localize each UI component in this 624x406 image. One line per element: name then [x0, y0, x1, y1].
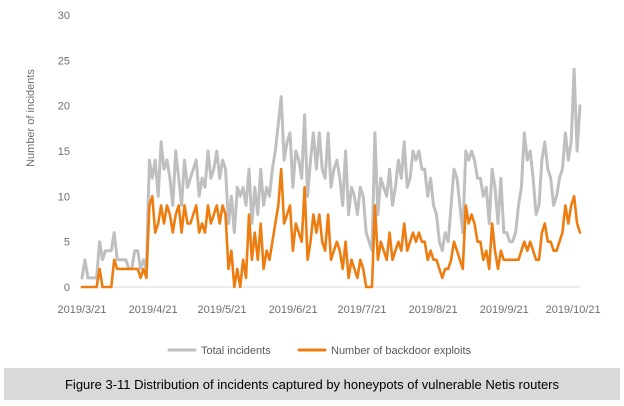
legend-label: Total incidents [201, 345, 271, 357]
y-tick-label: 15 [58, 146, 70, 158]
series-lines [80, 67, 582, 289]
x-tick-label: 2019/6/21 [269, 304, 318, 316]
x-tick-label: 2019/7/21 [338, 304, 387, 316]
y-tick-label: 30 [58, 10, 70, 22]
x-tick-label: 2019/8/21 [409, 304, 458, 316]
legend-backdoor-exploits: Number of backdoor exploits [297, 345, 472, 357]
total-incidents-line [80, 67, 582, 280]
x-tick-label: 2019/3/21 [58, 304, 107, 316]
y-tick-label: 20 [58, 101, 70, 113]
x-tick-label: 2019/9/21 [480, 304, 529, 316]
y-tick-label: 25 [58, 55, 70, 67]
y-tick-label: 5 [64, 237, 70, 249]
line-chart: 0 5 10 15 20 25 30 2019/3/21 2019/4/21 2019/5/21… [25, 10, 601, 357]
x-tick-label: 2019/5/21 [198, 304, 247, 316]
legend-label: Number of backdoor exploits [331, 345, 472, 357]
legend: Total incidents Number of backdoor exploi… [167, 345, 472, 357]
figure-caption: Figure 3-11 Distribution of incidents ca… [64, 376, 560, 392]
x-axis-ticks: 2019/3/21 2019/4/21 2019/5/21 2019/6/21 2019… [58, 304, 601, 316]
legend-total-incidents: Total incidents [167, 345, 271, 357]
y-axis-ticks: 0 5 10 15 20 25 30 [58, 10, 70, 294]
y-tick-label: 0 [64, 282, 70, 294]
x-tick-label: 2019/10/21 [546, 304, 601, 316]
x-tick-label: 2019/4/21 [129, 304, 178, 316]
y-tick-label: 10 [58, 191, 70, 203]
backdoor-exploits-line [80, 167, 582, 289]
y-axis-label: Number of incidents [25, 69, 37, 167]
figure-caption-bar: Figure 3-11 Distribution of incidents ca… [4, 368, 620, 400]
